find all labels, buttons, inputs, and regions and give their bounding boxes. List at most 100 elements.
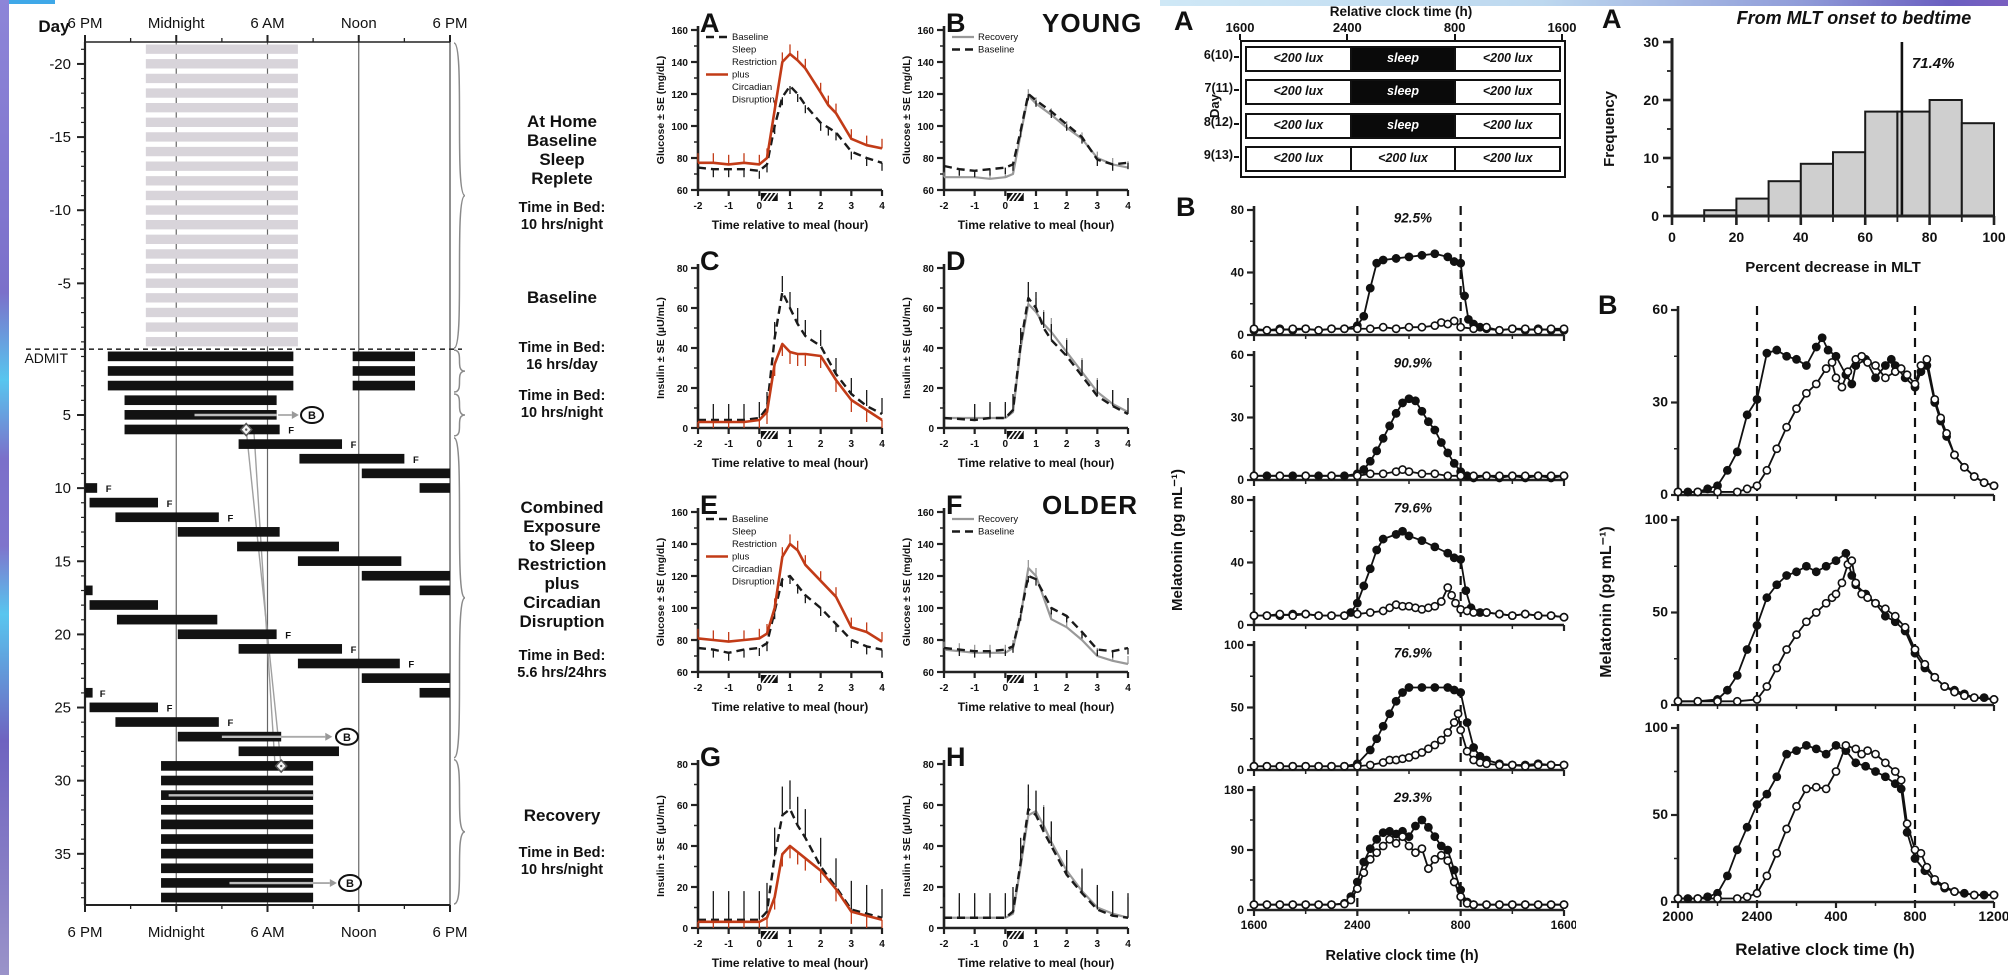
- light-table-day-tick: [1234, 122, 1239, 125]
- svg-text:140: 140: [671, 540, 688, 551]
- actogram-svg: 6 PM 6 PM Midnight Midnight 6 AM 6 AM Noon Noon…: [24, 15, 467, 941]
- lux-cell: <200 lux: [1349, 145, 1457, 172]
- svg-text:F: F: [227, 718, 233, 729]
- svg-text:2: 2: [1064, 683, 1070, 694]
- svg-text:60: 60: [677, 186, 689, 197]
- panel-letter-histogram: A: [1602, 4, 1622, 34]
- svg-text:80: 80: [923, 264, 935, 275]
- svg-text:160: 160: [671, 26, 688, 37]
- svg-text:Restriction: Restriction: [732, 539, 777, 550]
- light-table-row: <200 lux <200 lux <200 lux: [1245, 145, 1562, 172]
- svg-text:6 PM: 6 PM: [432, 924, 467, 941]
- melatonin-left-ylabel: Melatonin (pg mL⁻¹): [1169, 468, 1186, 612]
- svg-text:80: 80: [1231, 203, 1245, 217]
- svg-text:F: F: [167, 499, 173, 510]
- svg-text:0: 0: [757, 201, 763, 212]
- svg-text:800: 800: [1903, 908, 1927, 924]
- svg-text:80: 80: [677, 636, 689, 647]
- svg-text:plus: plus: [732, 552, 750, 563]
- svg-text:50: 50: [1652, 806, 1668, 822]
- svg-text:1600: 1600: [1241, 918, 1268, 932]
- svg-text:Baseline: Baseline: [732, 32, 768, 43]
- svg-text:-1: -1: [970, 201, 979, 212]
- svg-text:F: F: [413, 455, 419, 466]
- svg-text:2: 2: [1064, 439, 1070, 450]
- svg-text:-1: -1: [970, 683, 979, 694]
- pA-svg: 60 80 100 120 140 160 -2 -1 0 1 2 3 4 Time relative t…: [655, 26, 885, 232]
- svg-text:F: F: [106, 484, 112, 495]
- light-table-title: Relative clock time (h): [1329, 4, 1473, 19]
- svg-text:90: 90: [1231, 843, 1245, 857]
- svg-text:Disruption: Disruption: [732, 577, 775, 588]
- svg-text:0: 0: [682, 924, 688, 935]
- svg-text:-2: -2: [694, 201, 703, 212]
- light-table-day-tick: [1234, 89, 1239, 92]
- mlt-decrease-histogram-chart: 71.4% 0 10 20 30 0 20 40 60 80 100 Percent decrease…: [1598, 2, 2008, 285]
- svg-text:100: 100: [1224, 638, 1244, 652]
- svg-text:80: 80: [677, 264, 689, 275]
- svg-text:800: 800: [1451, 918, 1471, 932]
- lux-cell: <200 lux: [1454, 79, 1562, 106]
- svg-text:0: 0: [1003, 683, 1009, 694]
- svg-text:20: 20: [677, 384, 689, 395]
- light-table-day-tick: [1234, 56, 1239, 58]
- svg-text:80: 80: [1231, 493, 1245, 507]
- light-table-row: <200 lux sleep <200 lux: [1245, 79, 1562, 106]
- svg-text:5: 5: [63, 407, 71, 424]
- young-group-title: YOUNG: [1042, 8, 1143, 38]
- section-tib-10-recovery: Time in Bed: 10 hrs/night: [518, 845, 606, 878]
- svg-text:90.9%: 90.9%: [1394, 356, 1432, 371]
- svg-text:1: 1: [787, 439, 793, 450]
- hist-svg: 71.4% 0 10 20 30 0 20 40 60 80 100 Percent decrease…: [1601, 34, 2006, 276]
- svg-text:4: 4: [1125, 201, 1131, 212]
- svg-text:Time relative to meal (hour): Time relative to meal (hour): [712, 218, 869, 232]
- glucose-older-recovery-chart: 60 80 100 120 140 160 -2 -1 0 1 2 3 4 Time relative t…: [898, 488, 1136, 721]
- svg-text:140: 140: [671, 58, 688, 69]
- svg-text:20: 20: [923, 384, 935, 395]
- pD-svg: 0 20 40 60 80 -2 -1 0 1 2 3 4 Time relative to meal …: [901, 264, 1131, 470]
- svg-text:-1: -1: [970, 939, 979, 950]
- svg-text:Insulin ± SE (µU/mL): Insulin ± SE (µU/mL): [655, 795, 667, 897]
- svg-text:160: 160: [917, 508, 934, 519]
- melatonin-onset-subplot-3: 0 50 100 2000 2400 400 800 1200: [1622, 718, 2008, 941]
- svg-text:B: B: [346, 878, 354, 890]
- melatonin-right-ylabel: Melatonin (pg mL⁻¹): [1598, 526, 1615, 678]
- svg-text:40: 40: [923, 842, 935, 853]
- melatonin-onset-subplot-2: 0 50 100: [1622, 510, 2008, 718]
- svg-text:0: 0: [1237, 618, 1244, 632]
- svg-text:-2: -2: [940, 939, 949, 950]
- mel-r-2-svg: 0 50 100 2000 2400 400 800 1200: [1645, 719, 2008, 924]
- pH-svg: 0 20 40 60 80 -2 -1 0 1 2 3 4 Time relative to meal …: [901, 760, 1131, 970]
- svg-text:0: 0: [757, 439, 763, 450]
- svg-text:Noon: Noon: [341, 15, 377, 32]
- svg-text:2400: 2400: [1741, 908, 1772, 924]
- svg-text:0: 0: [757, 939, 763, 950]
- svg-text:4: 4: [1125, 439, 1131, 450]
- svg-text:10: 10: [1643, 150, 1659, 166]
- svg-text:1: 1: [787, 683, 793, 694]
- svg-text:1: 1: [787, 939, 793, 950]
- light-table-row: <200 lux sleep <200 lux: [1245, 46, 1562, 72]
- svg-text:4: 4: [879, 939, 885, 950]
- svg-text:Circadian: Circadian: [732, 564, 772, 575]
- svg-text:1600: 1600: [1551, 918, 1576, 932]
- pG-svg: 0 20 40 60 80 -2 -1 0 1 2 3 4 Time relative to meal …: [655, 760, 885, 970]
- svg-text:40: 40: [923, 344, 935, 355]
- svg-text:60: 60: [923, 186, 935, 197]
- svg-text:3: 3: [849, 201, 855, 212]
- pF-svg: 60 80 100 120 140 160 -2 -1 0 1 2 3 4 Time relative t…: [901, 508, 1131, 714]
- svg-text:40: 40: [677, 842, 689, 853]
- lux-cell: <200 lux: [1245, 79, 1352, 106]
- histogram-title: From MLT onset to bedtime: [1736, 8, 1972, 28]
- svg-text:160: 160: [671, 508, 688, 519]
- svg-text:Time relative to meal (hour): Time relative to meal (hour): [958, 700, 1115, 714]
- mel-l-3-svg: 0 50 100 76.9%: [1224, 638, 1569, 777]
- svg-text:2: 2: [818, 201, 824, 212]
- svg-text:0: 0: [682, 424, 688, 435]
- melatonin-right-xlabel: Relative clock time (h): [1735, 940, 1915, 959]
- lux-cell: <200 lux: [1245, 112, 1352, 139]
- pB-svg: 60 80 100 120 140 160 -2 -1 0 1 2 3 4 Time relative t…: [901, 26, 1131, 232]
- svg-text:Time relative to meal (hour): Time relative to meal (hour): [958, 218, 1115, 232]
- melatonin-subplot-4: 0 50 100 76.9%: [1196, 635, 1576, 783]
